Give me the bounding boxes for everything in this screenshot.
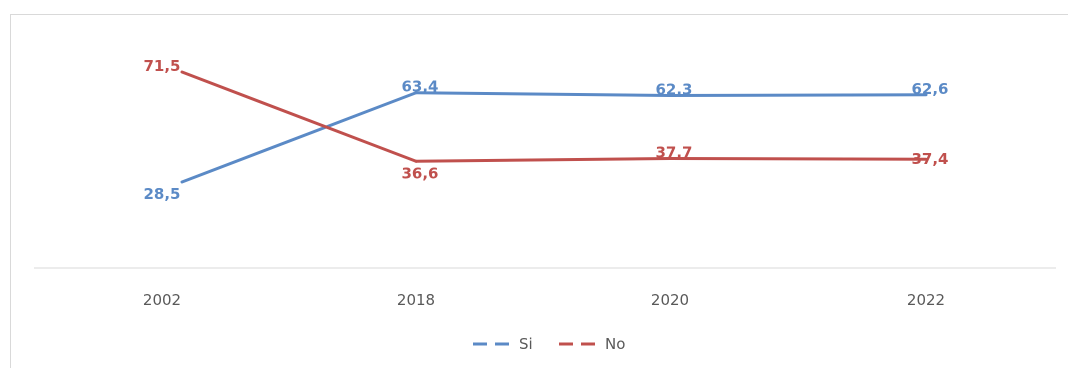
- series-no-segment: [414, 156, 672, 163]
- series-layer: [180, 70, 928, 184]
- legend-label: No: [605, 335, 625, 353]
- category-label: 2022: [907, 291, 945, 309]
- data-label-si: 63,4: [401, 78, 438, 96]
- data-label-no: 37,4: [911, 150, 948, 168]
- category-axis: 2002 2018 2020 2022: [143, 291, 945, 309]
- data-label-no: 37,7: [655, 143, 692, 161]
- data-label-no: 36,6: [401, 164, 438, 182]
- legend-label: Si: [519, 335, 533, 353]
- data-label-si: 62,3: [655, 81, 692, 99]
- category-label: 2020: [651, 291, 689, 309]
- legend: Si No: [473, 335, 625, 353]
- legend-item-no: No: [559, 335, 625, 353]
- data-label-si: 28,5: [143, 185, 180, 203]
- data-label-si: 62,6: [911, 80, 948, 98]
- chart-frame: [10, 14, 1068, 368]
- category-label: 2018: [397, 291, 435, 309]
- series-si-segment: [414, 91, 672, 98]
- data-label-layer: 28,5 63,4 62,3 62,6 71,5 36,6 37,7 37,4: [143, 57, 948, 203]
- category-label: 2002: [143, 291, 181, 309]
- legend-item-si: Si: [473, 335, 533, 353]
- series-si-segment: [180, 91, 418, 184]
- series-si-segment: [668, 93, 928, 98]
- series-no-segment: [668, 156, 928, 161]
- series-no-segment: [180, 70, 418, 163]
- data-label-no: 71,5: [143, 57, 180, 75]
